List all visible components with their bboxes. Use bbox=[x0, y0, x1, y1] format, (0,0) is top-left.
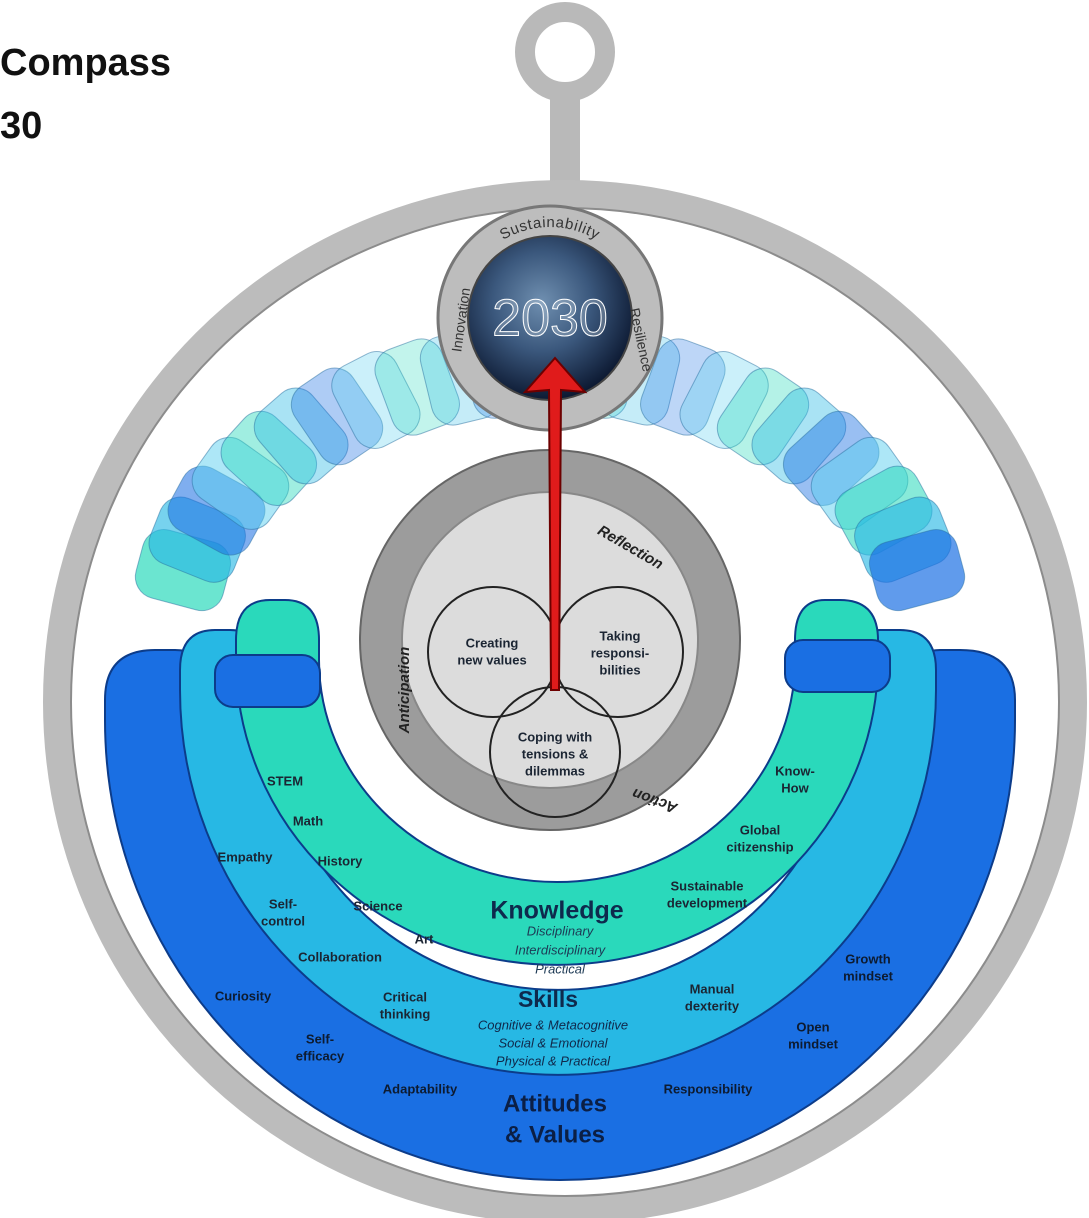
item-label: Self- bbox=[306, 1031, 334, 1046]
page-title: Compass bbox=[0, 42, 171, 84]
item-label: Curiosity bbox=[215, 988, 272, 1003]
competency-label: Coping with bbox=[518, 729, 592, 744]
item-label: Critical bbox=[383, 989, 427, 1004]
page-title: 30 bbox=[0, 105, 42, 147]
item-label: efficacy bbox=[296, 1048, 345, 1063]
item-label: mindset bbox=[788, 1036, 839, 1051]
band-subtype: Disciplinary bbox=[527, 923, 595, 938]
item-label: dexterity bbox=[685, 998, 740, 1013]
competency-label: Creating bbox=[466, 635, 519, 650]
item-label: Manual bbox=[690, 981, 735, 996]
item-label: control bbox=[261, 913, 305, 928]
band-title: Skills bbox=[518, 986, 578, 1012]
item-label: Collaboration bbox=[298, 949, 382, 964]
band-subtype: Social & Emotional bbox=[498, 1035, 608, 1050]
item-label: Growth bbox=[845, 951, 891, 966]
item-label: Sustainable bbox=[671, 878, 744, 893]
item-label: Science bbox=[353, 898, 402, 913]
band-title: Attitudes bbox=[503, 1090, 607, 1117]
competency-label: responsi- bbox=[591, 645, 650, 660]
item-label: citizenship bbox=[726, 839, 793, 854]
item-label: STEM bbox=[267, 773, 303, 788]
item-label: Know- bbox=[775, 763, 815, 778]
item-label: development bbox=[667, 895, 748, 910]
item-label: How bbox=[781, 780, 809, 795]
left-tab bbox=[215, 655, 320, 707]
item-label: thinking bbox=[380, 1006, 431, 1021]
item-label: History bbox=[318, 853, 364, 868]
band-title: Knowledge bbox=[490, 897, 623, 925]
competency-label: new values bbox=[457, 652, 526, 667]
learning-compass: Sustainability Innovation Resilience 203… bbox=[0, 0, 1089, 1218]
band-subtype: Interdisciplinary bbox=[515, 942, 607, 957]
band-subtype: Physical & Practical bbox=[496, 1053, 611, 1068]
item-label: Math bbox=[293, 813, 323, 828]
cycle-label: Anticipation bbox=[396, 647, 413, 735]
competency-label: bilities bbox=[599, 662, 640, 677]
item-label: Open bbox=[796, 1019, 829, 1034]
right-tab bbox=[785, 640, 890, 692]
item-label: mindset bbox=[843, 968, 894, 983]
item-label: Responsibility bbox=[664, 1081, 754, 1096]
item-label: Empathy bbox=[218, 849, 274, 864]
item-label: Self- bbox=[269, 896, 297, 911]
item-label: Art bbox=[415, 931, 434, 946]
competency-label: dilemmas bbox=[525, 763, 585, 778]
competency-label: Taking bbox=[600, 628, 641, 643]
band-subtype: Practical bbox=[535, 961, 586, 976]
band-subtype: Cognitive & Metacognitive bbox=[478, 1017, 628, 1032]
band-title: & Values bbox=[505, 1121, 605, 1148]
competency-label: tensions & bbox=[522, 746, 588, 761]
hanging-loop bbox=[525, 12, 605, 92]
item-label: Global bbox=[740, 822, 780, 837]
item-label: Adaptability bbox=[383, 1081, 458, 1096]
year: 2030 bbox=[492, 290, 608, 348]
